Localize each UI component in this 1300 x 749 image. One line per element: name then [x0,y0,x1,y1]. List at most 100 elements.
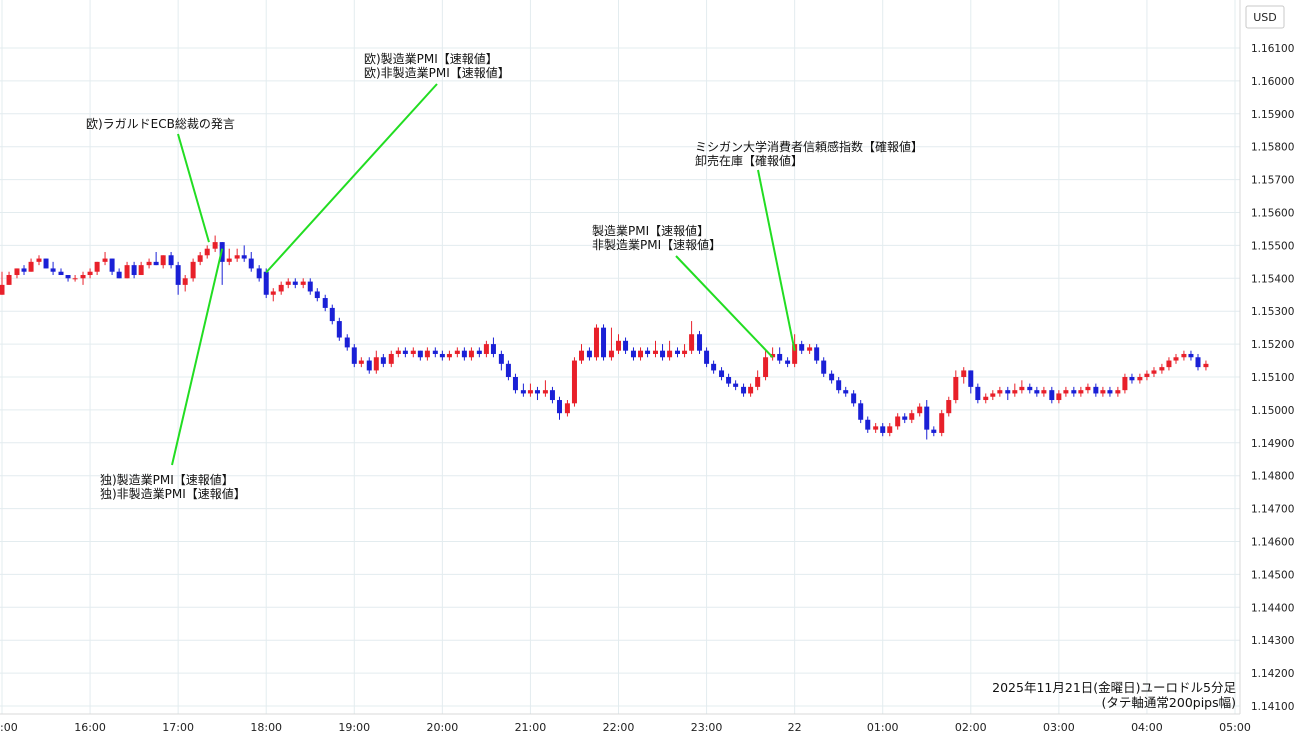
candle-body [843,390,849,394]
candle-body [65,275,71,279]
candle-down [865,416,871,433]
candle-body [542,390,548,394]
candle-body [1195,357,1201,368]
candle-body [909,413,915,420]
candle-body [50,268,56,272]
candle-down [402,347,408,358]
candle-up [94,261,100,276]
candle-body [741,386,747,394]
annotation-leader-line [757,169,796,351]
y-tick-label: 1.15400 [1251,273,1294,285]
candle-down [704,347,710,368]
candle-body [395,350,401,354]
candle-body [1041,390,1047,394]
candle-up [1181,350,1187,361]
candle-body [1019,386,1025,391]
candle-up [527,383,533,397]
candle-body [468,350,474,358]
x-tick-label: 18:00 [250,721,282,734]
candle-down [821,357,827,377]
candle-body [270,291,276,295]
candle-down [175,261,181,295]
candle-up [1085,383,1091,394]
candle-up [608,327,614,361]
candle-down [248,251,254,272]
candle-body [314,291,320,299]
candle-body [439,353,445,358]
candle-body [1027,386,1033,391]
x-tick-label: 16:00 [74,721,106,734]
candle-body [168,255,174,266]
candle-up [226,248,232,266]
time-axis[interactable]: 16:00 17:00 18:00 19:00 20:00 21:00 22:00 23:00… [0,721,1251,734]
candle-body [300,281,306,285]
candle-down [630,347,636,361]
candle-down [490,337,496,358]
candle-down [645,347,651,358]
candle-down [851,390,857,407]
candle-body [14,268,20,276]
candle-down [43,258,49,269]
candle-up [0,271,5,295]
candle-down [58,268,64,276]
candle-up [579,344,585,364]
annotation-label: 独)非製造業PMI【速報値】 [100,486,246,501]
candle-body [138,265,144,276]
x-tick-label: 01:00 [867,721,899,734]
candle-body [6,275,12,285]
candle-body [556,400,562,414]
candle-body [366,360,372,371]
candle-up [939,409,945,437]
candle-up [358,357,364,368]
candle-body [109,258,115,272]
candle-down [505,360,511,381]
candle-down [116,268,122,279]
candle-up [1078,386,1084,397]
candle-up [748,383,754,397]
candle-up [388,350,394,368]
candle-down [439,350,445,361]
candle-down [1188,350,1194,361]
candle-body [212,242,218,249]
annotation-label: 卸売在庫【確報値】 [695,153,803,168]
candle-body [1151,370,1157,374]
candle-body [895,416,901,427]
annotation-label: 非製造業PMI【速報値】 [592,237,721,252]
candle-body [146,261,152,266]
candle-up [36,255,42,266]
candle-up [564,400,570,417]
candle-down [741,383,747,397]
candle-up [87,268,93,279]
event-annotation: ミシガン大学消費者信頼感指数【確報値】卸売在庫【確報値】 [695,139,923,351]
annotation-label: 独)製造業PMI【速報値】 [100,472,234,487]
candle-up [190,258,196,282]
candle-body [887,426,893,433]
candle-body [358,360,364,364]
candle-down [417,350,423,361]
candle-up [6,271,12,285]
candle-body [755,377,761,387]
candle-down [799,340,805,354]
candle-body [102,258,108,262]
price-axis[interactable]: 1.16100 1.16000 1.15900 1.15800 1.15700 1.156… [1251,43,1294,713]
candle-body [807,347,813,351]
candle-body [124,265,130,279]
y-tick-label: 1.15200 [1251,339,1294,351]
x-tick-label: 23:00 [691,721,723,734]
candle-down [726,373,732,387]
candle-body [373,357,379,371]
candle-body [997,390,1003,394]
annotation-leader-line [171,248,224,466]
candle-down [461,347,467,361]
candle-up [410,347,416,358]
candle-down [623,337,629,354]
candle-body [777,353,783,361]
candle-body [520,390,526,394]
candle-body [72,278,78,280]
candle-body [36,258,42,262]
candle-up [983,393,989,404]
candle-body [1166,360,1172,368]
candle-body [234,255,240,259]
candle-up [1203,360,1209,371]
